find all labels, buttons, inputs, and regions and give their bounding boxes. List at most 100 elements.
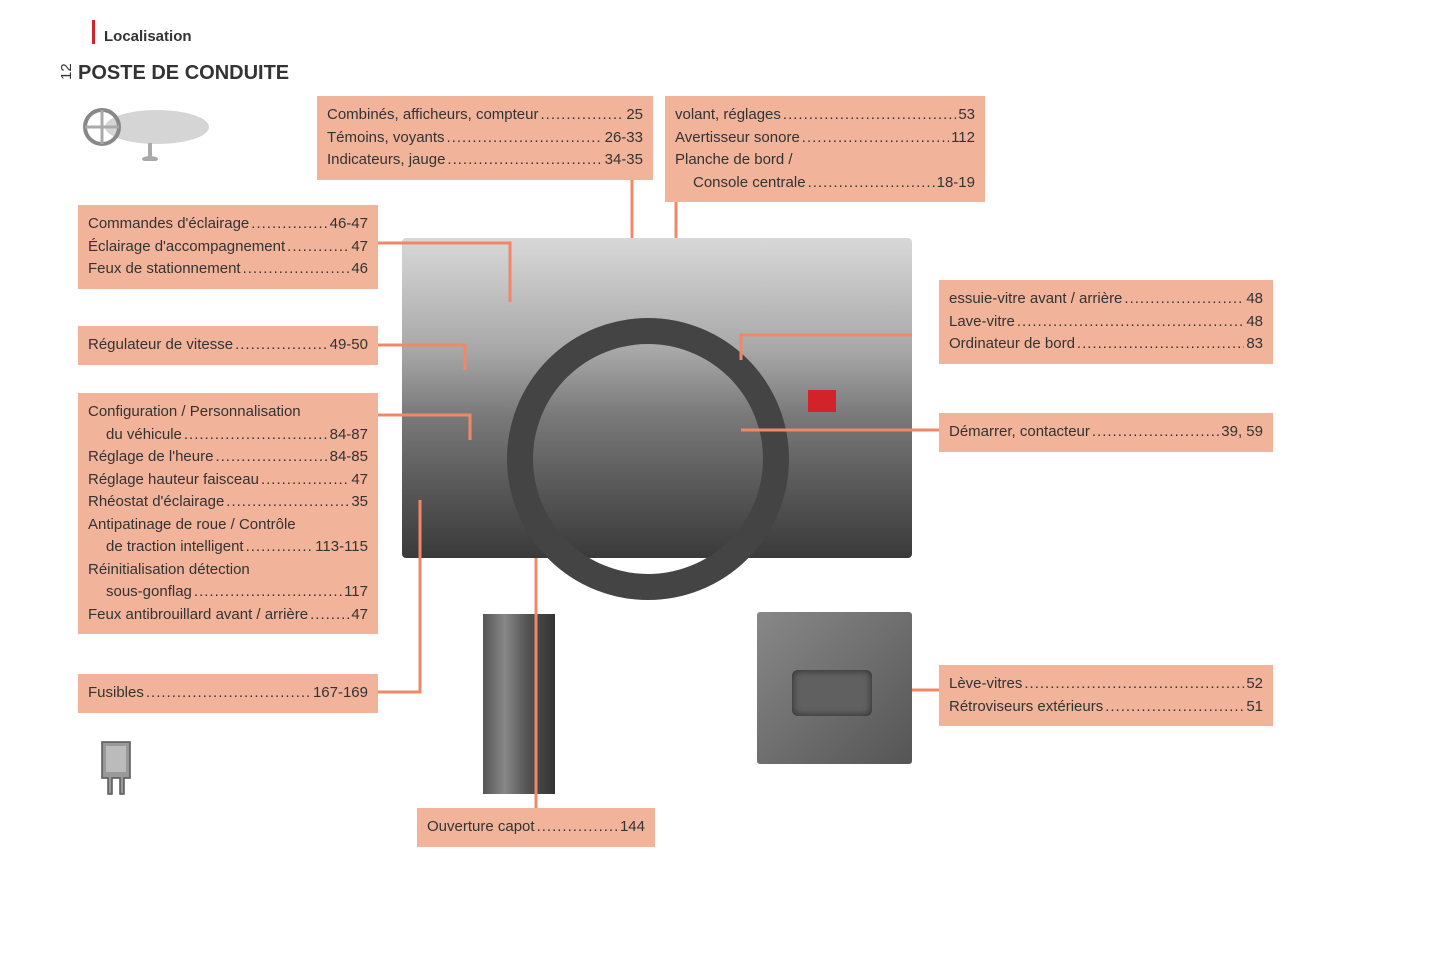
callout-label: Feux de stationnement (88, 258, 243, 281)
callout-wipers: essuie-vitre avant / arrière48Lave-vitre… (939, 280, 1273, 364)
leader-dots (1105, 696, 1244, 719)
callout-label: Indicateurs, jauge (327, 149, 447, 172)
callout-label: Réinitialisation détection (88, 559, 252, 582)
callout-label: Planche de bord / (675, 149, 795, 172)
callout-line: Feux de stationnement46 (88, 258, 368, 281)
callout-page: 144 (618, 816, 645, 839)
callout-line: Rétroviseurs extérieurs51 (949, 696, 1263, 719)
callout-label: Réglage hauteur faisceau (88, 469, 261, 492)
section-label: Localisation (104, 28, 192, 45)
leader-dots (251, 213, 327, 236)
bonnet-release-photo (483, 614, 555, 794)
callout-line: Démarrer, contacteur 39, 59 (949, 421, 1263, 444)
callout-page: 84-87 (328, 424, 368, 447)
callout-line: Rhéostat d'éclairage 35 (88, 491, 368, 514)
callout-line: volant, réglages53 (675, 104, 975, 127)
leader-dots (447, 127, 603, 150)
callout-label: Rhéostat d'éclairage (88, 491, 226, 514)
steering-wheel-icon (82, 105, 212, 161)
callout-line: Ordinateur de bord83 (949, 333, 1263, 356)
callout-page: 39, 59 (1219, 421, 1263, 444)
leader-dots (1092, 421, 1219, 444)
callout-windows: Lève-vitres 52Rétroviseurs extérieurs51 (939, 665, 1273, 726)
callout-page: 84-85 (328, 446, 368, 469)
callout-page: 167-169 (311, 682, 368, 705)
leader-dots (310, 604, 349, 627)
callout-bonnet: Ouverture capot 144 (417, 808, 655, 847)
callout-config: Configuration / Personnalisationdu véhic… (78, 393, 378, 634)
callout-label: Régulateur de vitesse (88, 334, 235, 357)
callout-line: Antipatinage de roue / Contrôle (88, 514, 368, 537)
callout-line: de traction intelligent113-115 (88, 536, 368, 559)
callout-label: Fusibles (88, 682, 146, 705)
callout-starter: Démarrer, contacteur 39, 59 (939, 413, 1273, 452)
callout-line: Indicateurs, jauge 34-35 (327, 149, 643, 172)
callout-line: Éclairage d'accompagnement47 (88, 236, 368, 259)
callout-line: Console centrale 18-19 (675, 172, 975, 195)
callout-line: essuie-vitre avant / arrière48 (949, 288, 1263, 311)
callout-page: 34-35 (603, 149, 643, 172)
leader-dots (808, 172, 935, 195)
leader-dots (226, 491, 349, 514)
callout-page: 117 (342, 581, 368, 604)
leader-dots (184, 424, 328, 447)
leader-dots (1124, 288, 1244, 311)
callout-line: du véhicule 84-87 (88, 424, 368, 447)
callout-page: 52 (1244, 673, 1263, 696)
callout-label: Commandes d'éclairage (88, 213, 251, 236)
callout-label: Ouverture capot (427, 816, 537, 839)
callout-label: Lève-vitres (949, 673, 1024, 696)
callout-page: 47 (349, 469, 368, 492)
callout-label: du véhicule (106, 424, 184, 447)
callout-line: sous-gonflag 117 (88, 581, 368, 604)
callout-label: essuie-vitre avant / arrière (949, 288, 1124, 311)
callout-line: Avertisseur sonore 112 (675, 127, 975, 150)
callout-label: Avertisseur sonore (675, 127, 802, 150)
callout-label: Antipatinage de roue / Contrôle (88, 514, 298, 537)
callout-line: Commandes d'éclairage46-47 (88, 213, 368, 236)
window-switch-photo (757, 612, 912, 764)
leader-dots (447, 149, 602, 172)
callout-cruise: Régulateur de vitesse 49-50 (78, 326, 378, 365)
callout-page: 47 (349, 604, 368, 627)
fuse-icon (94, 738, 138, 798)
callout-line: Fusibles 167-169 (88, 682, 368, 705)
callout-label: volant, réglages (675, 104, 783, 127)
leader-dots (246, 536, 314, 559)
leader-dots (537, 816, 618, 839)
leader-dots (243, 258, 350, 281)
leader-dots (1024, 673, 1244, 696)
callout-page: 35 (349, 491, 368, 514)
callout-page: 112 (949, 127, 975, 150)
callout-instruments: Combinés, afficheurs, compteur25Témoins,… (317, 96, 653, 180)
leader-dots (146, 682, 311, 705)
callout-line: Lève-vitres 52 (949, 673, 1263, 696)
callout-label: Témoins, voyants (327, 127, 447, 150)
callout-line: Ouverture capot 144 (427, 816, 645, 839)
callout-page: 113-115 (313, 536, 368, 559)
leader-dots (1077, 333, 1244, 356)
callout-page: 83 (1244, 333, 1263, 356)
callout-page: 25 (624, 104, 643, 127)
callout-line: Planche de bord / (675, 149, 975, 172)
callout-page: 49-50 (328, 334, 368, 357)
callout-line: Configuration / Personnalisation (88, 401, 368, 424)
leader-dots (194, 581, 342, 604)
callout-page: 26-33 (603, 127, 643, 150)
callout-label: Démarrer, contacteur (949, 421, 1092, 444)
callout-line: Réglage hauteur faisceau 47 (88, 469, 368, 492)
leader-dots (802, 127, 949, 150)
leader-dots (1017, 311, 1244, 334)
callout-page: 51 (1244, 696, 1263, 719)
page-number: 12 (58, 63, 75, 80)
callout-line: Témoins, voyants 26-33 (327, 127, 643, 150)
callout-lighting: Commandes d'éclairage46-47Éclairage d'ac… (78, 205, 378, 289)
callout-line: Régulateur de vitesse 49-50 (88, 334, 368, 357)
callout-label: Console centrale (693, 172, 808, 195)
callout-line: Réinitialisation détection (88, 559, 368, 582)
callout-label: sous-gonflag (106, 581, 194, 604)
callout-page: 18-19 (935, 172, 975, 195)
callout-page: 48 (1244, 311, 1263, 334)
leader-dots (783, 104, 956, 127)
callout-label: Éclairage d'accompagnement (88, 236, 287, 259)
